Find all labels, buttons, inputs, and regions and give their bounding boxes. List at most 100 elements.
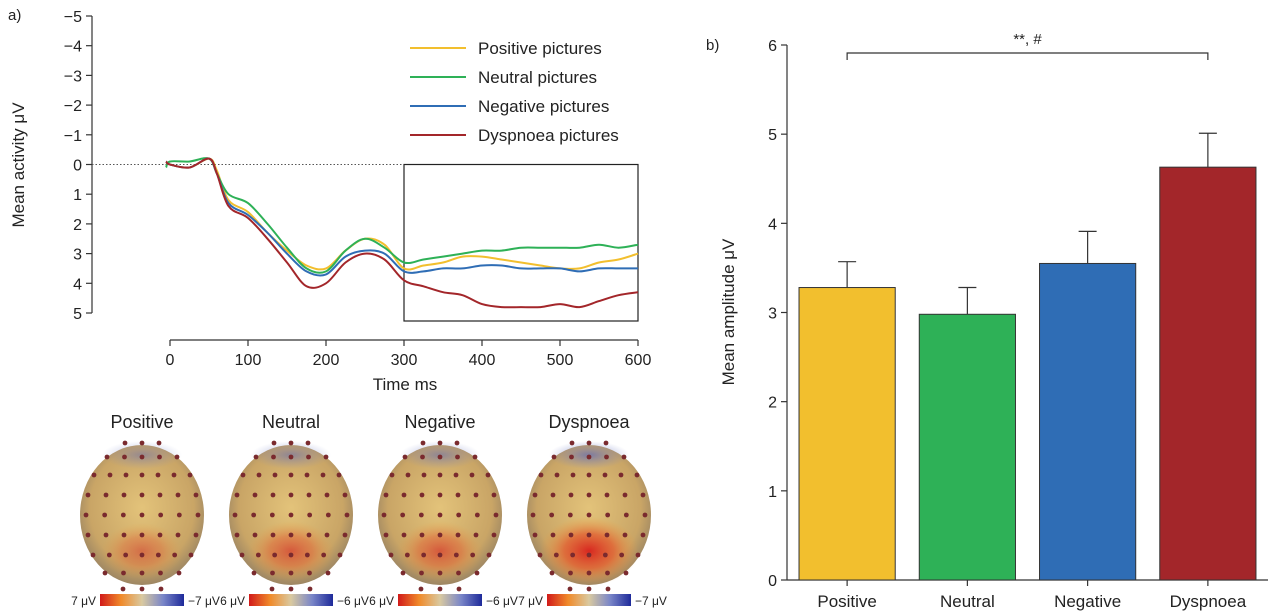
- electrode: [344, 512, 350, 518]
- electrode: [604, 532, 610, 538]
- line-chart-ylabel: Mean activity μV: [9, 102, 28, 228]
- electrode: [532, 532, 538, 538]
- color-scale-bar: [398, 594, 482, 606]
- scale-min-label: 6 μV: [369, 594, 394, 608]
- electrode: [570, 552, 576, 558]
- legend-label: Negative pictures: [478, 97, 609, 116]
- electrode: [156, 440, 162, 446]
- electrode: [234, 492, 240, 498]
- electrode: [123, 472, 129, 478]
- electrode: [469, 472, 475, 478]
- electrode: [455, 454, 460, 460]
- y-tick-label: 1: [768, 484, 777, 501]
- electrode: [453, 472, 459, 478]
- electrode: [640, 532, 646, 538]
- electrode: [493, 512, 499, 518]
- electrode: [304, 472, 310, 478]
- electrode: [255, 552, 261, 558]
- electrode: [102, 570, 108, 576]
- electrode: [158, 570, 163, 576]
- electrode: [251, 512, 257, 518]
- electrode: [193, 492, 199, 498]
- electrode: [437, 454, 443, 460]
- electrode: [187, 472, 193, 478]
- electrode: [174, 454, 180, 460]
- electrode: [400, 512, 406, 518]
- electrode: [456, 570, 461, 576]
- electrode: [550, 492, 556, 498]
- electrode: [642, 512, 648, 518]
- electrode: [139, 552, 145, 558]
- electrode: [176, 512, 182, 518]
- electrode: [307, 512, 313, 518]
- electrode: [530, 512, 536, 518]
- electrode: [437, 570, 443, 576]
- electrode: [437, 472, 443, 478]
- electrode: [605, 512, 611, 518]
- x-tick-label: 400: [469, 352, 496, 369]
- electrode: [622, 492, 628, 498]
- topomap-title: Positive: [110, 412, 173, 432]
- electrode: [474, 512, 480, 518]
- electrode: [270, 570, 275, 576]
- electrode: [568, 570, 573, 576]
- electrode: [270, 532, 276, 538]
- electrode: [420, 454, 425, 460]
- electrode: [437, 492, 443, 498]
- electrode: [486, 552, 492, 558]
- x-tick-label: 100: [235, 352, 262, 369]
- electrode: [537, 552, 543, 558]
- electrode: [306, 532, 312, 538]
- electrode: [270, 492, 276, 498]
- electrode: [405, 472, 411, 478]
- electrode: [634, 472, 640, 478]
- positive-region: [539, 516, 639, 586]
- electrode: [158, 586, 164, 592]
- electrode: [453, 552, 459, 558]
- electrode: [491, 492, 497, 498]
- electrode: [325, 570, 331, 576]
- electrode: [437, 586, 443, 592]
- electrode: [421, 472, 427, 478]
- electrode: [253, 454, 259, 460]
- bar-neutral: [918, 313, 1016, 581]
- electrode: [175, 532, 181, 538]
- electrode: [454, 440, 460, 446]
- electrode: [256, 472, 262, 478]
- electrode: [122, 440, 128, 446]
- positive-region: [101, 522, 183, 580]
- legend-label: Dyspnoea pictures: [478, 126, 619, 145]
- electrode: [122, 454, 127, 460]
- electrode: [234, 532, 240, 538]
- topomap-neutral: Neutral 6 μV −6 μV: [220, 412, 369, 608]
- electrode: [269, 586, 275, 592]
- electrode: [252, 532, 258, 538]
- electrode: [437, 440, 443, 446]
- electrode: [472, 454, 478, 460]
- electrode: [420, 440, 426, 446]
- y-tick-label: −2: [64, 98, 82, 115]
- electrode: [239, 552, 245, 558]
- y-tick-label: 3: [73, 247, 82, 264]
- electrode: [621, 454, 627, 460]
- electrode: [586, 570, 592, 576]
- electrode: [586, 552, 592, 558]
- electrode: [91, 472, 97, 478]
- y-tick-label: −1: [64, 128, 82, 145]
- series-line-negative: [165, 157, 638, 277]
- electrode: [85, 532, 91, 538]
- electrode: [188, 552, 194, 558]
- electrode: [470, 552, 476, 558]
- electrode: [640, 492, 646, 498]
- electrode: [85, 492, 91, 498]
- electrode: [172, 552, 178, 558]
- electrode: [240, 472, 246, 478]
- x-tick-label: 0: [166, 352, 175, 369]
- topomap-title: Neutral: [262, 412, 320, 432]
- electrode: [121, 532, 127, 538]
- electrode: [155, 552, 161, 558]
- electrode: [473, 532, 479, 538]
- electrode: [456, 586, 462, 592]
